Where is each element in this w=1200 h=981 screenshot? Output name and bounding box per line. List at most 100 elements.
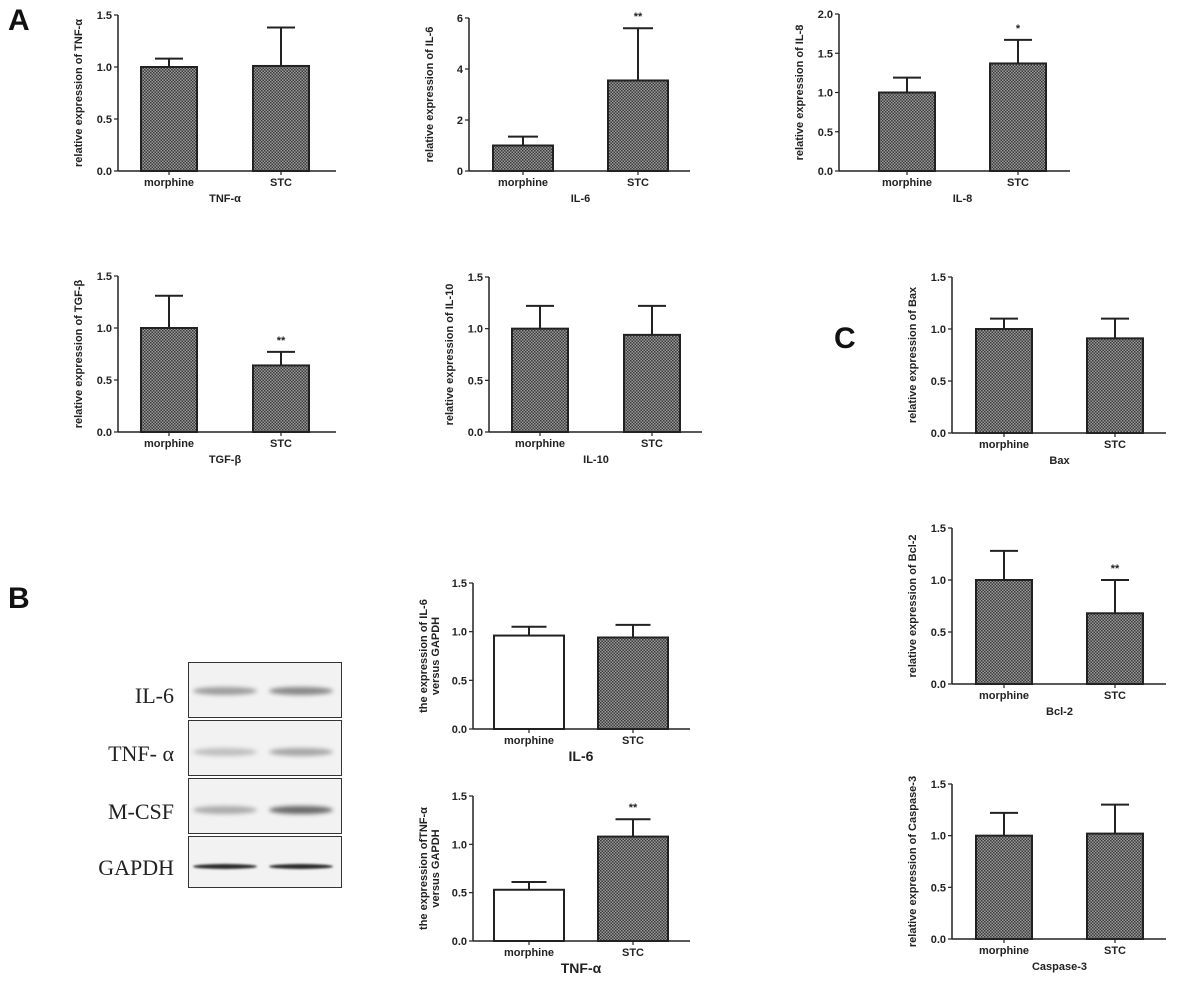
y-tick-label: 0.5 <box>468 375 483 387</box>
x-tick-label: STC <box>1104 945 1126 957</box>
y-tick-label: 0.0 <box>97 427 112 439</box>
y-tick-label: 1.0 <box>931 831 946 843</box>
y-tick-label: 0.0 <box>931 934 946 946</box>
x-axis-label: Bax <box>1049 455 1070 467</box>
blot-band <box>193 863 257 869</box>
y-tick-label: 0.5 <box>818 127 833 139</box>
bar-stc <box>252 64 310 172</box>
y-tick-label: 1.5 <box>452 791 467 803</box>
blot-band <box>269 687 333 695</box>
x-tick-label: STC <box>627 177 649 189</box>
x-axis-label: IL-10 <box>583 454 609 466</box>
y-tick-label: 0.0 <box>818 166 833 178</box>
panel-label-b: B <box>8 582 30 615</box>
y-tick-label: 1.5 <box>97 271 112 283</box>
blot-band <box>193 748 257 756</box>
significance-marker: ** <box>277 335 286 347</box>
x-tick-label: STC <box>622 735 644 747</box>
x-axis-label: IL-8 <box>953 193 973 205</box>
y-tick-label: 0.0 <box>931 679 946 691</box>
significance-marker: * <box>1016 23 1021 35</box>
y-axis-label: relative expression of IL-6 <box>424 27 436 163</box>
y-axis-label: relative expression of Caspase-3 <box>907 776 919 947</box>
bar-stc <box>597 835 669 942</box>
blot-band <box>269 806 333 814</box>
bar-morphine <box>511 327 569 433</box>
x-tick-label: morphine <box>882 177 932 189</box>
y-axis-label: relative expression of TNF-α <box>73 19 85 167</box>
y-tick-label: 0.0 <box>452 936 467 948</box>
x-tick-label: STC <box>270 177 292 189</box>
bar-stc <box>607 79 669 172</box>
blot-label: GAPDH <box>98 855 174 880</box>
y-tick-label: 1.5 <box>97 10 112 22</box>
x-tick-label: morphine <box>504 947 554 959</box>
y-tick-label: 1.5 <box>931 779 946 791</box>
y-tick-label: 4 <box>457 64 464 76</box>
y-tick-label: 0.5 <box>97 375 112 387</box>
blot-strip <box>188 836 342 888</box>
bar-morphine <box>492 144 554 172</box>
y-tick-label: 0 <box>457 166 463 178</box>
x-tick-label: STC <box>641 438 663 450</box>
x-tick-label: STC <box>622 947 644 959</box>
x-axis-label: Bcl-2 <box>1046 706 1073 718</box>
y-axis-label: versus GAPDH <box>430 829 442 907</box>
blot-band <box>269 748 333 756</box>
x-tick-label: morphine <box>498 177 548 189</box>
bar-morphine <box>493 888 565 942</box>
y-tick-label: 1.5 <box>931 272 946 284</box>
y-tick-label: 6 <box>457 13 463 25</box>
y-axis-label: relative expression of Bax <box>907 286 919 423</box>
bar-stc <box>597 636 669 730</box>
bar-morphine <box>878 91 936 172</box>
panel-label-a: A <box>8 4 30 37</box>
significance-marker: ** <box>1111 563 1120 575</box>
x-tick-label: STC <box>1007 177 1029 189</box>
y-axis-label: the expression of IL-6 <box>418 599 430 713</box>
y-tick-label: 1.5 <box>818 48 833 60</box>
y-tick-label: 1.5 <box>468 272 483 284</box>
y-axis-label: relative expression of IL-8 <box>794 25 806 161</box>
y-tick-label: 1.0 <box>931 575 946 587</box>
x-axis-label: Caspase-3 <box>1032 961 1087 973</box>
y-axis-label: relative expression of IL-10 <box>444 284 456 426</box>
y-tick-label: 2 <box>457 115 463 127</box>
bar-stc <box>989 62 1047 172</box>
y-axis-label: relative expression of TGF-β <box>73 279 85 428</box>
y-axis-label: the expression ofTNF-α <box>418 807 430 930</box>
bar-morphine <box>140 66 198 172</box>
significance-marker: ** <box>634 11 643 23</box>
bar-morphine <box>975 834 1033 941</box>
y-tick-label: 0.5 <box>452 888 467 900</box>
x-tick-label: morphine <box>979 945 1029 957</box>
y-tick-label: 1.0 <box>931 324 946 336</box>
y-tick-label: 1.0 <box>468 324 483 336</box>
blot-strip <box>188 778 342 834</box>
x-axis-label: TNF-α <box>209 193 241 205</box>
blot-strip <box>188 720 342 776</box>
y-tick-label: 1.5 <box>452 578 467 590</box>
bar-stc <box>1086 337 1144 434</box>
y-tick-label: 0.0 <box>931 428 946 440</box>
y-tick-label: 1.0 <box>452 839 467 851</box>
x-axis-label: IL-6 <box>569 748 594 764</box>
bar-stc <box>1086 832 1144 940</box>
x-tick-label: morphine <box>515 438 565 450</box>
x-tick-label: morphine <box>144 177 194 189</box>
y-tick-label: 0.0 <box>468 427 483 439</box>
panel-label-c: C <box>834 322 856 355</box>
bar-stc <box>623 333 681 433</box>
x-tick-label: morphine <box>144 438 194 450</box>
y-tick-label: 0.5 <box>452 675 467 687</box>
x-tick-label: STC <box>270 438 292 450</box>
y-tick-label: 1.0 <box>452 627 467 639</box>
blot-band <box>269 863 333 869</box>
y-axis-label: versus GAPDH <box>430 617 442 695</box>
blot-label: M-CSF <box>107 799 174 824</box>
x-tick-label: STC <box>1104 439 1126 451</box>
y-tick-label: 2.0 <box>818 9 833 21</box>
bar-morphine <box>493 634 565 730</box>
bar-morphine <box>140 327 198 433</box>
x-axis-label: TNF-α <box>561 960 602 976</box>
